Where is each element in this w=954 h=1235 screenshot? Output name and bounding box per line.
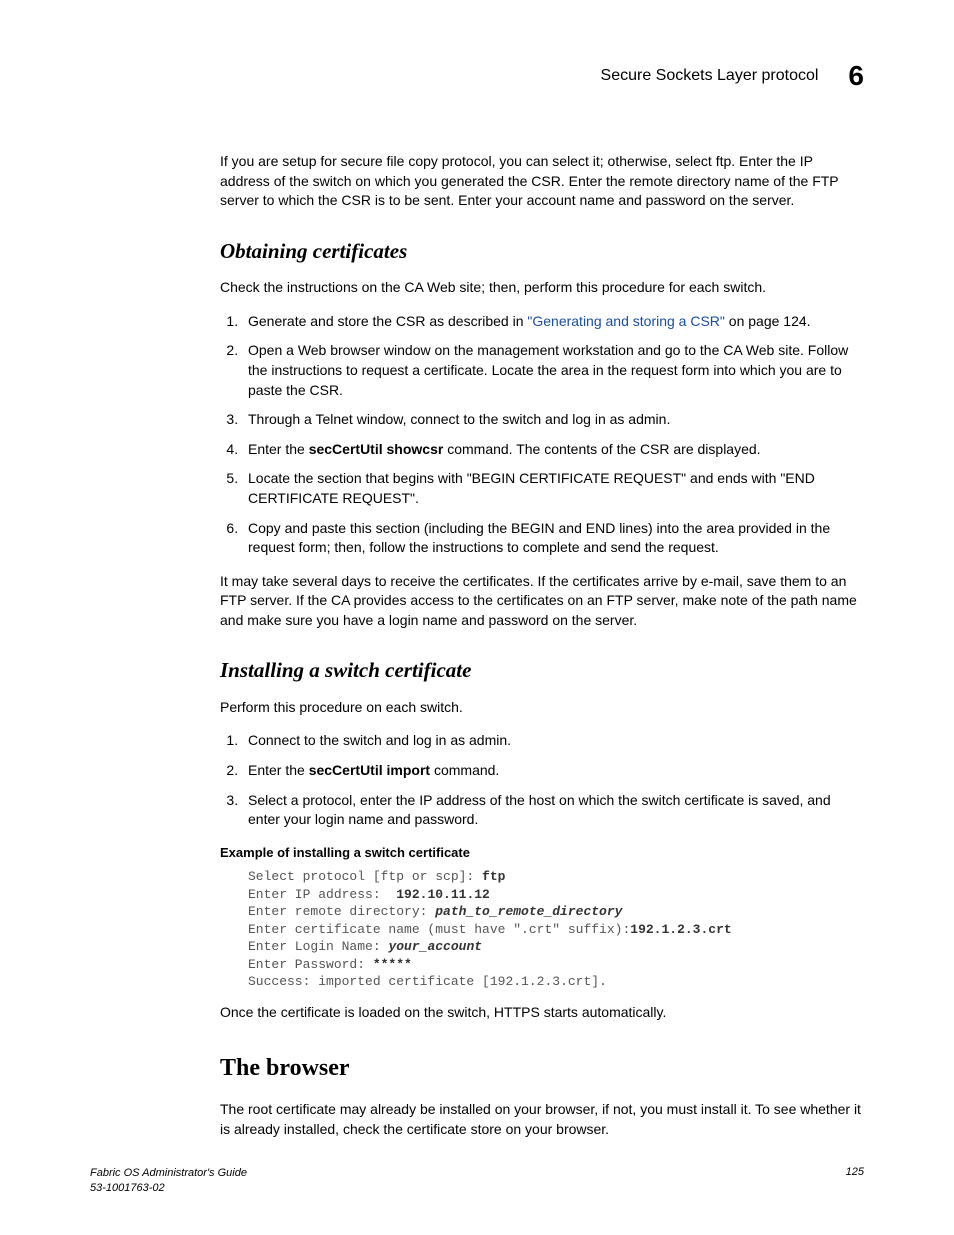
code-example: Select protocol [ftp or scp]: ftp Enter … xyxy=(248,868,864,991)
code-l3b: path_to_remote_directory xyxy=(435,904,622,919)
section2-outro: Once the certificate is loaded on the sw… xyxy=(220,1003,864,1023)
code-l3a: Enter remote directory: xyxy=(248,904,435,919)
section1-step6: Copy and paste this section (including t… xyxy=(242,519,864,558)
footer-doc-number: 53-1001763-02 xyxy=(90,1181,247,1195)
code-l2b: 192.10.11.12 xyxy=(396,887,490,902)
cmd-import: secCertUtil import xyxy=(309,762,430,778)
code-l1a: Select protocol [ftp or scp]: xyxy=(248,869,482,884)
step2-post: command. xyxy=(430,762,499,778)
step4-pre: Enter the xyxy=(248,441,309,457)
step4-post: command. The contents of the CSR are dis… xyxy=(443,441,760,457)
section2-intro: Perform this procedure on each switch. xyxy=(220,698,864,718)
step2-pre: Enter the xyxy=(248,762,309,778)
section1-step2: Open a Web browser window on the managem… xyxy=(242,341,864,400)
section2-step1: Connect to the switch and log in as admi… xyxy=(242,731,864,751)
code-l2a: Enter IP address: xyxy=(248,887,396,902)
section1-outro: It may take several days to receive the … xyxy=(220,572,864,631)
page-header: Secure Sockets Layer protocol 6 xyxy=(90,60,864,92)
code-l6a: Enter Password: xyxy=(248,957,373,972)
code-l5a: Enter Login Name: xyxy=(248,939,388,954)
section1-step5: Locate the section that begins with "BEG… xyxy=(242,469,864,508)
section1-step3: Through a Telnet window, connect to the … xyxy=(242,410,864,430)
section1-step1: Generate and store the CSR as described … xyxy=(242,312,864,332)
section3-para: The root certificate may already be inst… xyxy=(220,1100,864,1139)
cmd-showcsr: secCertUtil showcsr xyxy=(309,441,444,457)
code-l6b: ***** xyxy=(373,957,412,972)
step1-pre: Generate and store the CSR as described … xyxy=(248,313,527,329)
section2-step2: Enter the secCertUtil import command. xyxy=(242,761,864,781)
chapter-number: 6 xyxy=(848,60,864,92)
heading-the-browser: The browser xyxy=(220,1052,864,1086)
section1-steps: Generate and store the CSR as described … xyxy=(220,312,864,558)
footer-doc-title: Fabric OS Administrator's Guide xyxy=(90,1166,247,1180)
code-l4a: Enter certificate name (must have ".crt"… xyxy=(248,922,630,937)
step1-post: on page 124. xyxy=(725,313,811,329)
header-title: Secure Sockets Layer protocol xyxy=(601,67,819,85)
example-title: Example of installing a switch certifica… xyxy=(220,844,864,862)
page: Secure Sockets Layer protocol 6 If you a… xyxy=(0,0,954,1235)
code-l7: Success: imported certificate [192.1.2.3… xyxy=(248,974,607,989)
link-generating-csr[interactable]: "Generating and storing a CSR" xyxy=(527,313,725,329)
content-body: If you are setup for secure file copy pr… xyxy=(220,152,864,1139)
page-footer: Fabric OS Administrator's Guide 53-10017… xyxy=(90,1166,864,1195)
footer-page-number: 125 xyxy=(846,1166,864,1195)
section1-step4: Enter the secCertUtil showcsr command. T… xyxy=(242,440,864,460)
section2-step3: Select a protocol, enter the IP address … xyxy=(242,791,864,830)
section1-intro: Check the instructions on the CA Web sit… xyxy=(220,278,864,298)
heading-obtaining-certificates: Obtaining certificates xyxy=(220,237,864,266)
section2-steps: Connect to the switch and log in as admi… xyxy=(220,731,864,829)
code-l4b: 192.1.2.3.crt xyxy=(630,922,731,937)
heading-installing-switch-cert: Installing a switch certificate xyxy=(220,656,864,685)
code-l1b: ftp xyxy=(482,869,505,884)
code-l5b: your_account xyxy=(388,939,482,954)
footer-left: Fabric OS Administrator's Guide 53-10017… xyxy=(90,1166,247,1195)
intro-paragraph: If you are setup for secure file copy pr… xyxy=(220,152,864,211)
